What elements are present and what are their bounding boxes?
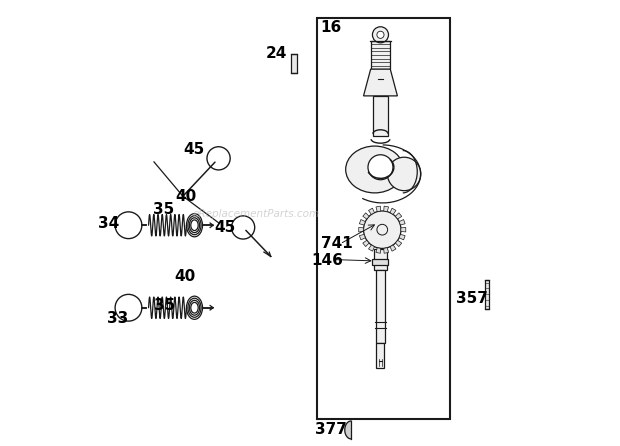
Text: 35: 35 <box>153 202 174 217</box>
Text: 357: 357 <box>456 291 487 306</box>
Polygon shape <box>399 235 405 240</box>
Text: 33: 33 <box>107 311 128 326</box>
Polygon shape <box>363 213 369 219</box>
Text: 35: 35 <box>154 298 175 313</box>
Bar <box>373 259 389 265</box>
Circle shape <box>368 155 393 180</box>
Text: 40: 40 <box>174 269 196 284</box>
Circle shape <box>377 224 388 235</box>
Polygon shape <box>368 208 374 215</box>
Polygon shape <box>401 227 405 232</box>
Bar <box>376 343 384 368</box>
Bar <box>374 249 387 270</box>
Bar <box>317 18 451 419</box>
Circle shape <box>363 211 401 248</box>
Text: 45: 45 <box>184 142 205 157</box>
Polygon shape <box>399 219 405 225</box>
Bar <box>373 96 388 136</box>
Polygon shape <box>396 213 402 219</box>
Ellipse shape <box>346 146 404 193</box>
Text: 40: 40 <box>175 189 197 204</box>
Polygon shape <box>360 235 365 240</box>
Bar <box>376 270 386 343</box>
Polygon shape <box>396 240 402 247</box>
Text: eReplacementParts.com: eReplacementParts.com <box>193 209 320 219</box>
Polygon shape <box>360 219 365 225</box>
Polygon shape <box>376 206 381 212</box>
Polygon shape <box>376 248 381 253</box>
Bar <box>291 54 296 73</box>
Ellipse shape <box>388 157 421 191</box>
Polygon shape <box>363 69 397 96</box>
Circle shape <box>377 31 384 38</box>
Polygon shape <box>345 421 351 439</box>
Circle shape <box>373 27 389 43</box>
Text: 34: 34 <box>98 215 119 231</box>
Text: 24: 24 <box>266 46 287 61</box>
Polygon shape <box>359 227 363 232</box>
Polygon shape <box>363 240 369 247</box>
Polygon shape <box>368 245 374 251</box>
Bar <box>371 41 390 69</box>
Text: 16: 16 <box>321 20 342 35</box>
Text: 377: 377 <box>316 421 347 437</box>
Text: 45: 45 <box>215 220 236 235</box>
Text: 741: 741 <box>321 235 353 251</box>
Polygon shape <box>384 206 389 212</box>
Polygon shape <box>390 245 396 251</box>
Polygon shape <box>390 208 396 215</box>
Polygon shape <box>384 248 389 253</box>
Bar <box>485 280 489 309</box>
Text: 146: 146 <box>311 253 343 268</box>
